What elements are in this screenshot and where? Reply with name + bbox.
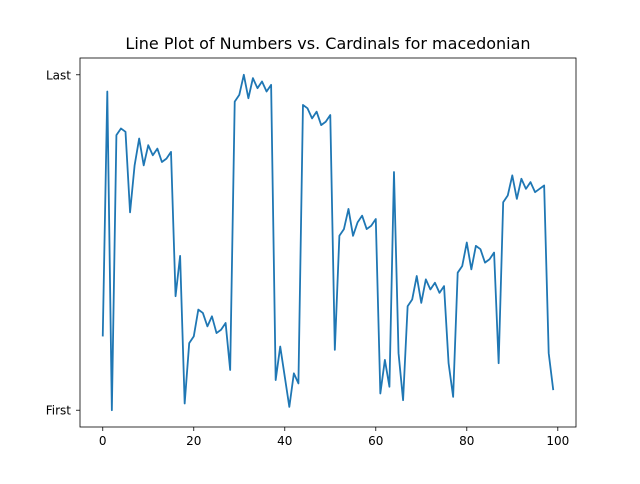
x-axis: 0 20 40 60 80 100 bbox=[99, 427, 569, 448]
y-axis: First Last bbox=[46, 68, 80, 418]
y-tick-label: Last bbox=[46, 68, 71, 82]
x-tick-label: 80 bbox=[459, 434, 474, 448]
x-tick-label: 40 bbox=[277, 434, 292, 448]
y-tick-label: First bbox=[46, 404, 72, 418]
x-tick-label: 0 bbox=[99, 434, 107, 448]
x-tick-label: 20 bbox=[186, 434, 201, 448]
chart-title: Line Plot of Numbers vs. Cardinals for m… bbox=[125, 34, 530, 53]
series-line bbox=[101, 73, 555, 412]
axes-frame bbox=[79, 57, 577, 428]
x-tick-label: 60 bbox=[368, 434, 383, 448]
plot-area bbox=[101, 73, 555, 412]
x-tick-label: 100 bbox=[546, 434, 569, 448]
